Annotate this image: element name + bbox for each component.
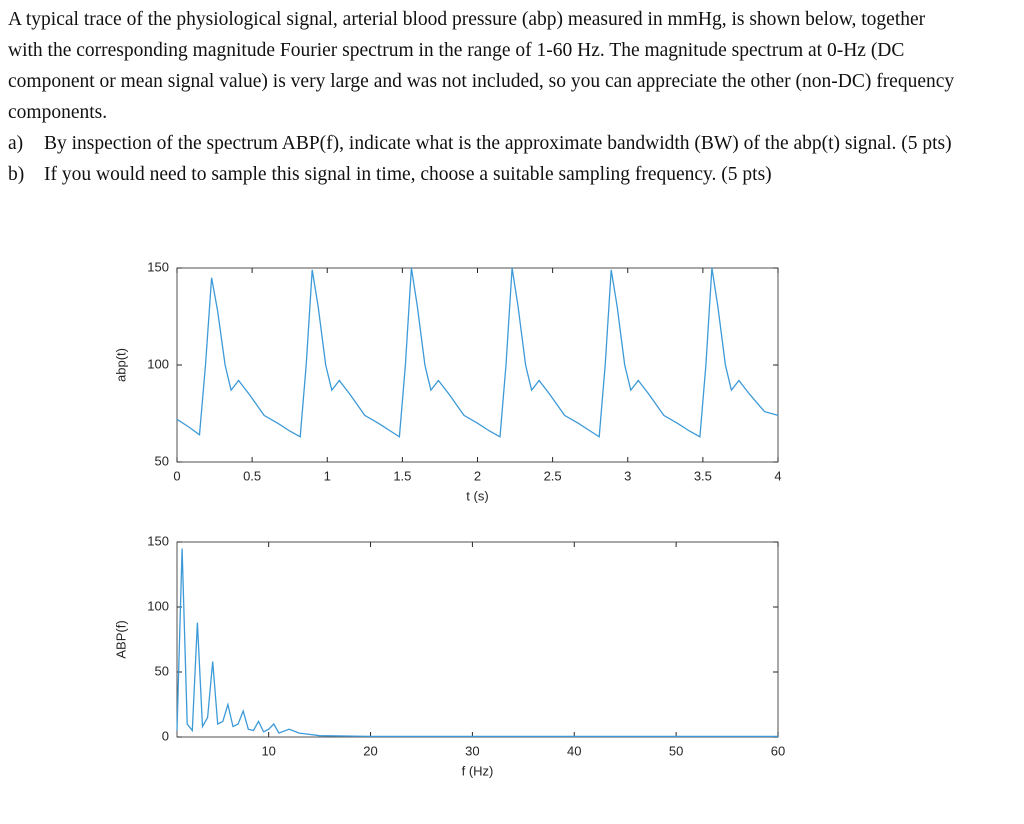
y-tick-label: 100 xyxy=(147,356,169,371)
x-tick-label: 3 xyxy=(624,468,631,483)
y-tick-label: 150 xyxy=(147,259,169,274)
y-tick-label: 100 xyxy=(147,598,169,613)
data-line xyxy=(176,267,779,438)
x-tick-label: 0 xyxy=(173,468,180,483)
question: a) By inspection of the spectrum ABP(f), … xyxy=(8,128,958,159)
x-tick-label: 3.5 xyxy=(694,468,712,483)
x-tick-label: 2 xyxy=(474,468,481,483)
question-label: a) xyxy=(8,133,24,154)
document: A typical trace of the physiological sig… xyxy=(8,4,958,190)
axes-box xyxy=(176,541,779,738)
x-tick-label: 1.5 xyxy=(393,468,411,483)
x-tick-label: 20 xyxy=(363,743,377,758)
y-axis-label: ABP(f) xyxy=(113,620,128,658)
axes-box xyxy=(176,267,779,463)
x-tick-label: 1 xyxy=(324,468,331,483)
x-tick-label: 2.5 xyxy=(544,468,562,483)
y-tick-label: 0 xyxy=(162,728,169,743)
x-tick-label: 0.5 xyxy=(243,468,261,483)
y-tick-label: 150 xyxy=(147,533,169,548)
x-tick-label: 30 xyxy=(465,743,479,758)
data-line xyxy=(176,548,778,738)
x-axis-label: f (Hz) xyxy=(462,763,494,778)
y-axis-label: abp(t) xyxy=(113,348,128,382)
question-text: If you would need to sample this signal … xyxy=(44,164,772,185)
question-text: By inspection of the spectrum ABP(f), in… xyxy=(44,133,952,154)
x-tick-label: 4 xyxy=(774,468,781,483)
intro: A typical trace of the physiological sig… xyxy=(8,9,955,123)
question: b) If you would need to sample this signa… xyxy=(8,159,958,190)
x-tick-label: 10 xyxy=(261,743,275,758)
y-tick-label: 50 xyxy=(155,453,169,468)
x-tick-label: 50 xyxy=(669,743,683,758)
x-tick-label: 60 xyxy=(771,743,785,758)
question-label: b) xyxy=(8,164,25,185)
x-axis-label: t (s) xyxy=(466,488,488,503)
x-tick-label: 40 xyxy=(567,743,581,758)
y-tick-label: 50 xyxy=(155,663,169,678)
